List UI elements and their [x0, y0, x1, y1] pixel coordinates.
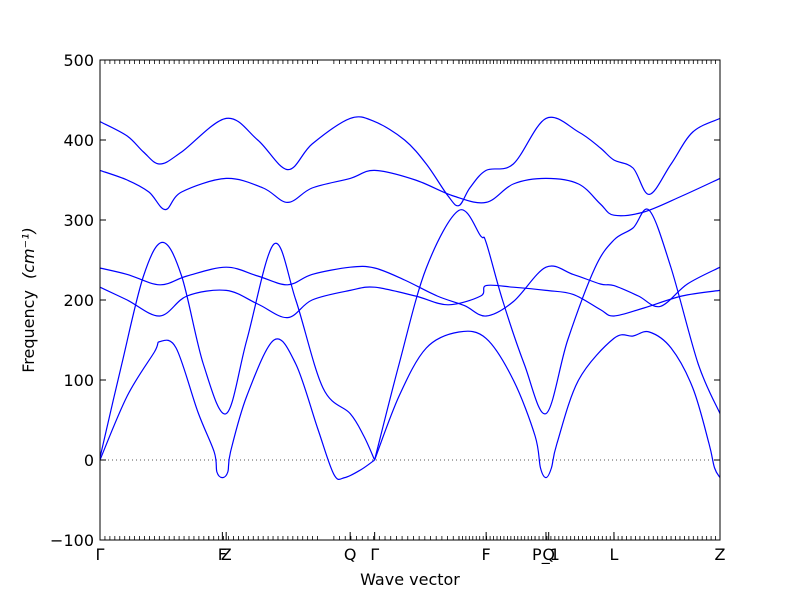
- x-tick-label: P_1: [532, 545, 560, 565]
- x-tick-label: Γ: [96, 545, 105, 564]
- x-axis-ticks: Γ FZ Q Γ F P_1Q L Z: [96, 60, 726, 565]
- x-axis-label: Wave vector: [360, 570, 460, 589]
- x-tick-label: F: [218, 545, 227, 564]
- y-tick-label: 200: [63, 291, 94, 310]
- y-axis-label: Frequency (cm⁻¹): [19, 227, 38, 372]
- plot-area: [99, 116, 721, 481]
- band-series-2: [99, 241, 376, 461]
- y-axis-label-text: Frequency: [19, 290, 38, 373]
- band-series-3: [99, 284, 721, 319]
- band-series-4: [99, 265, 721, 317]
- x-tick-label: L: [609, 545, 618, 564]
- y-tick-label: 500: [63, 51, 94, 70]
- plot-frame: [99, 59, 721, 541]
- band-series-1: [99, 338, 375, 481]
- x-tick-label: Q: [344, 545, 357, 564]
- band-series-6: [99, 116, 721, 207]
- x-tick-label: Z: [221, 545, 232, 564]
- band-series-8: [374, 208, 721, 461]
- y-tick-label: 0: [84, 451, 94, 470]
- y-tick-label: 100: [63, 371, 94, 390]
- band-series-7: [374, 330, 721, 479]
- band-series-5: [99, 169, 721, 217]
- y-axis-label-unit: (cm⁻¹): [19, 227, 38, 279]
- y-tick-label: −100: [50, 531, 94, 550]
- x-tick-label: Q: [542, 545, 555, 564]
- x-tick-label: Γ: [370, 545, 379, 564]
- x-tick-label: Z: [715, 545, 726, 564]
- x-tick-label: F: [482, 545, 491, 564]
- y-tick-label: 400: [63, 131, 94, 150]
- y-tick-label: 300: [63, 211, 94, 230]
